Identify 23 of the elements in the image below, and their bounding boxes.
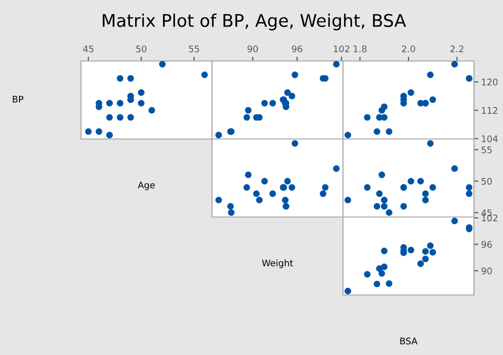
x-axis-title: Age: [138, 182, 155, 190]
x-tick-label: 50: [136, 45, 146, 52]
x-tick-label: 2.0: [402, 45, 416, 52]
x-tick-label: 96: [292, 45, 302, 52]
y-tick-label: 50: [482, 178, 492, 185]
y-axis-title: BP: [12, 96, 24, 102]
y-tick-label: 112: [482, 107, 498, 114]
y-tick-label: 45: [481, 209, 492, 216]
x-tick-label: 55: [188, 46, 199, 52]
y-tick-label: 55: [482, 146, 492, 154]
y-tick-label: 102: [482, 214, 498, 222]
x-axis-title: BSA: [400, 338, 418, 344]
x-tick-label: 90: [248, 45, 258, 52]
y-tick-label: 96: [482, 241, 492, 248]
x-axis-title: Weight: [262, 259, 294, 268]
y-tick-label: 120: [482, 78, 498, 86]
x-tick-label: 45: [83, 46, 94, 52]
x-tick-label: 2.2: [450, 45, 464, 52]
text: Matrix Plot of BP, Age, Weight, BSA: [102, 14, 406, 30]
y-tick-label: 104: [482, 135, 498, 142]
y-tick-label: 90: [482, 267, 492, 274]
x-tick-label: 1.8: [354, 45, 367, 52]
x-tick-label: 102: [334, 45, 350, 52]
